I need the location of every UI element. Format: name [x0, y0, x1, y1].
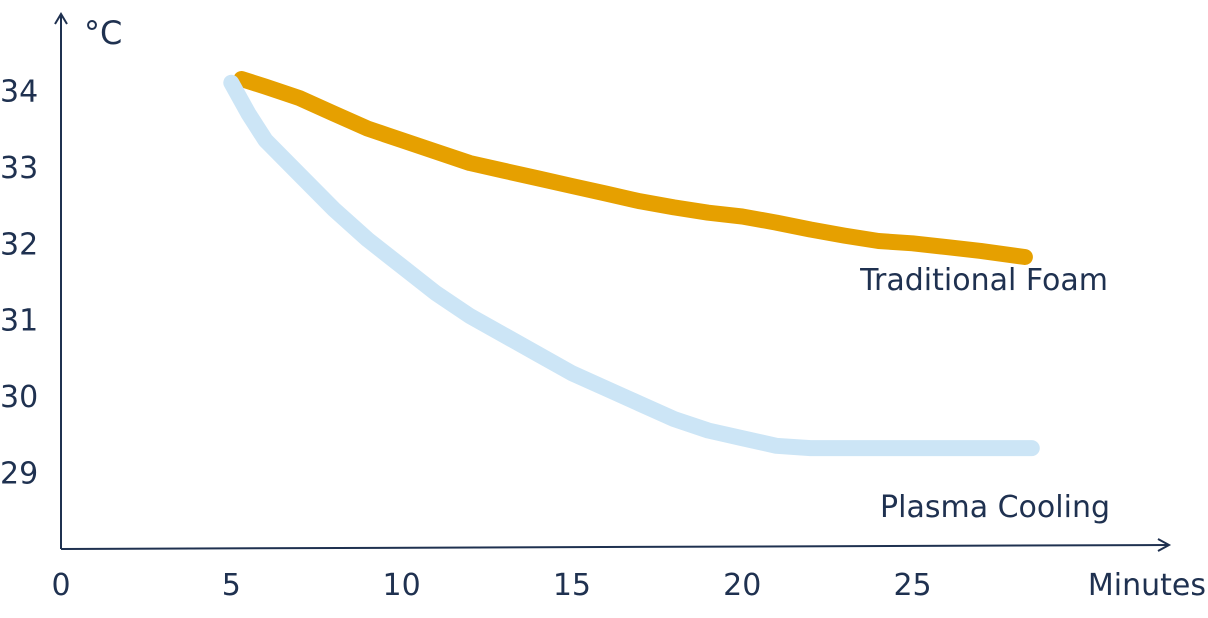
y-tick-label: 33: [0, 151, 38, 186]
y-tick-label: 31: [0, 304, 38, 339]
y-axis-unit-label: °C: [84, 14, 122, 52]
series-label-plasma-cooling: Plasma Cooling: [880, 490, 1110, 525]
y-axis-arrow: [54, 12, 68, 25]
y-tick-label: 30: [0, 380, 38, 415]
y-axis: °C: [54, 12, 122, 549]
y-tick-labels: 29 30 31 32 33 34: [0, 74, 38, 491]
x-tick-label: 10: [383, 568, 421, 603]
series-lines: [223, 71, 1040, 457]
x-axis: Minutes: [60, 538, 1206, 603]
x-axis-title: Minutes: [1088, 568, 1206, 603]
x-tick-label: 20: [723, 568, 761, 603]
x-tick-label: 25: [893, 568, 931, 603]
x-axis-arrow: [1157, 538, 1172, 552]
y-tick-label: 32: [0, 227, 38, 262]
x-axis-line: [60, 544, 1169, 550]
series-label-traditional-foam: Traditional Foam: [859, 263, 1108, 298]
x-tick-label: 15: [553, 568, 591, 603]
series-line-plasma-cooling: [223, 74, 1040, 457]
x-tick-label: 0: [51, 568, 70, 603]
y-tick-label: 29: [0, 457, 38, 492]
series-line-traditional-foam: [233, 71, 1033, 265]
y-tick-label: 34: [0, 74, 38, 109]
x-tick-label: 5: [222, 568, 241, 603]
x-tick-labels: 0 5 10 15 20 25: [51, 568, 931, 603]
